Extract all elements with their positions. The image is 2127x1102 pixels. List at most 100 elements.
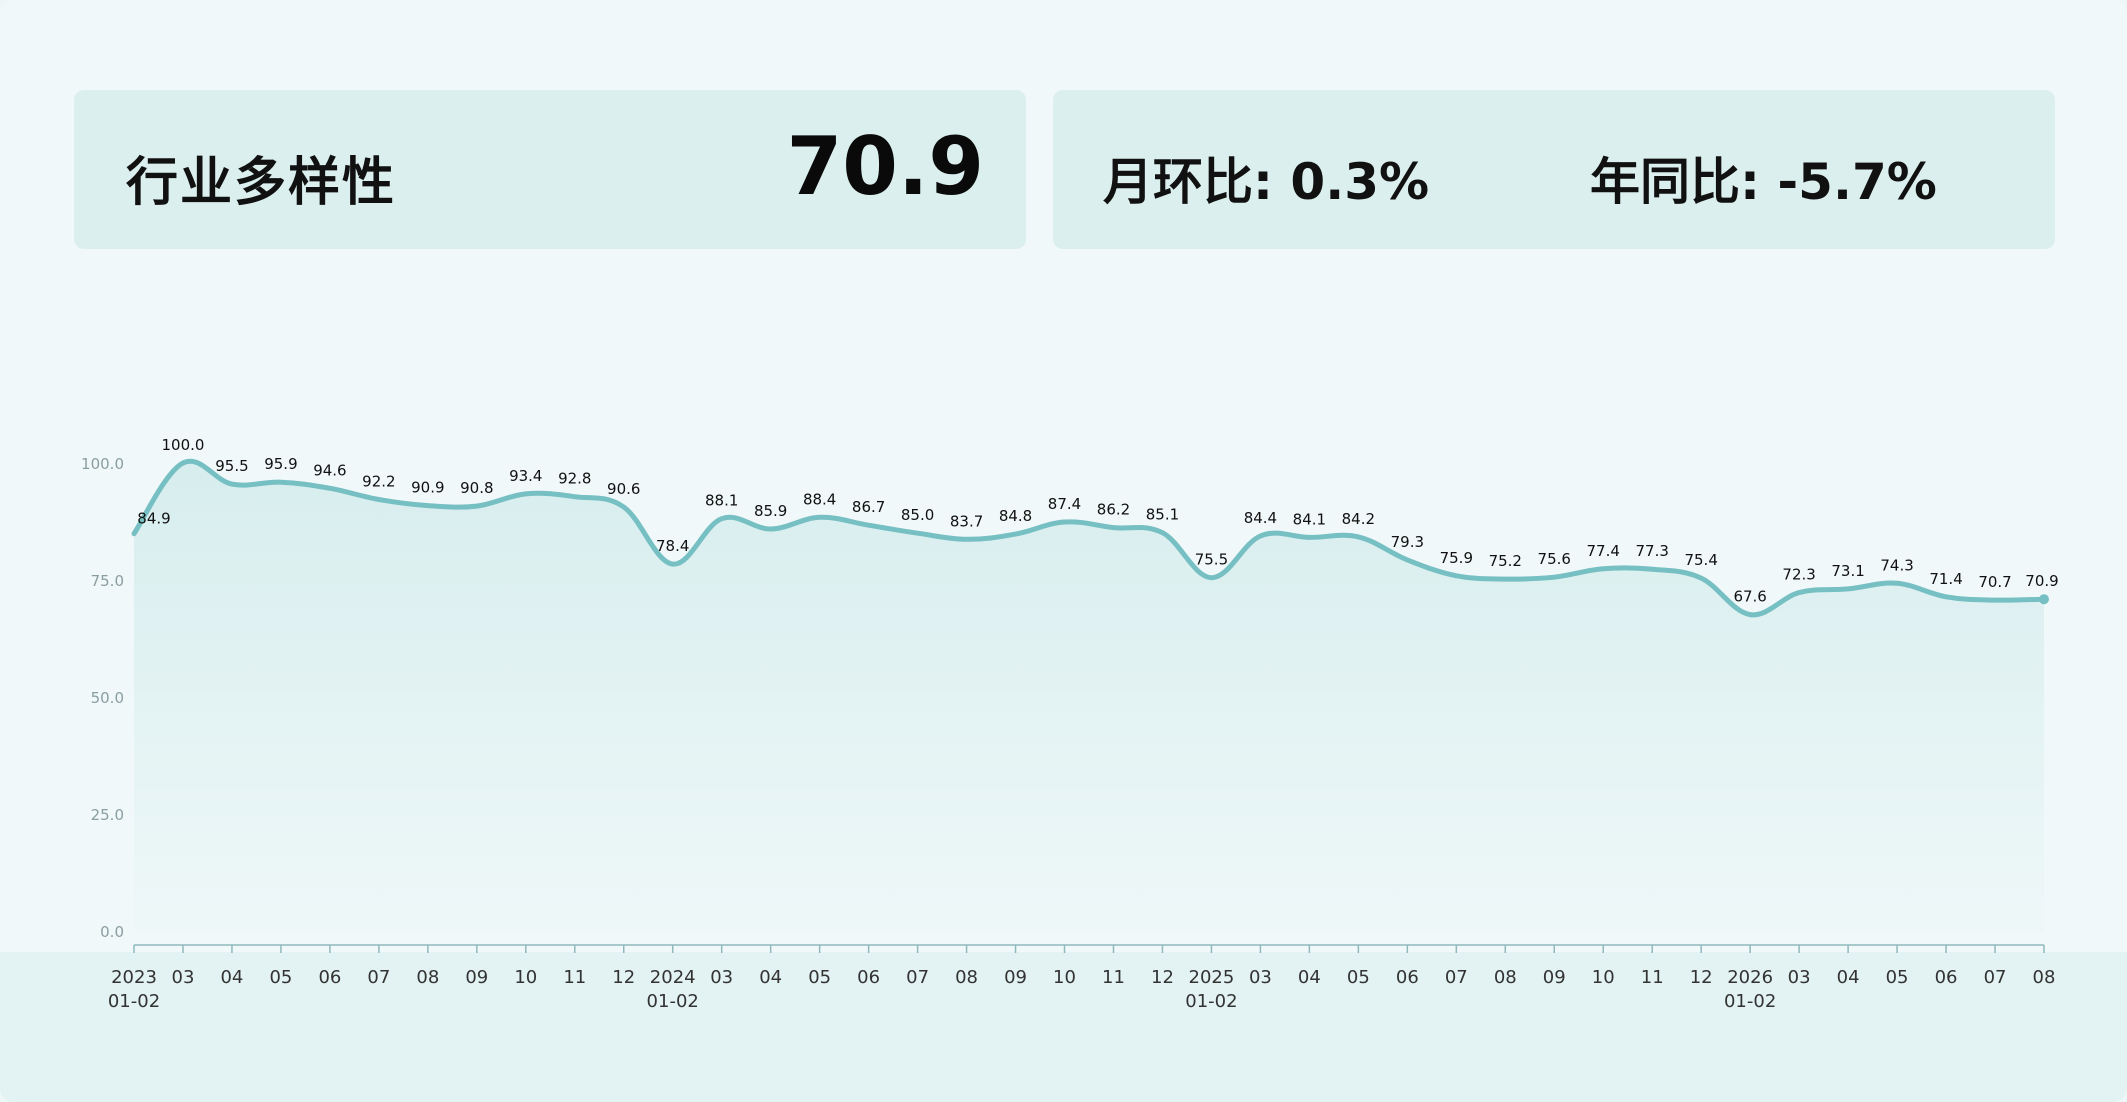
data-label: 77.3 xyxy=(1636,542,1669,560)
x-tick-label: 05 xyxy=(269,967,292,988)
data-label: 95.9 xyxy=(264,455,297,473)
data-label: 92.2 xyxy=(362,473,395,491)
data-label: 75.5 xyxy=(1195,551,1228,569)
mom-stat: 月环比: 0.3% xyxy=(1103,142,1429,214)
data-label: 93.4 xyxy=(509,467,542,485)
x-tick-label: 08 xyxy=(2033,967,2056,988)
yoy-colon: : xyxy=(1740,153,1778,211)
x-tick-label: 08 xyxy=(955,967,978,988)
x-tick-label: 10 xyxy=(1592,967,1615,988)
data-label: 73.1 xyxy=(1831,562,1864,580)
data-label: 87.4 xyxy=(1048,495,1081,513)
mom-value: 0.3% xyxy=(1290,153,1430,211)
x-tick-label: 09 xyxy=(465,967,488,988)
data-label: 79.3 xyxy=(1391,533,1424,551)
x-tick-label: 06 xyxy=(318,967,341,988)
yoy-value: -5.7% xyxy=(1777,153,1937,211)
metric-title: 行业多样性 xyxy=(126,153,397,213)
x-tick-label: 05 xyxy=(808,967,831,988)
data-label: 94.6 xyxy=(313,461,346,479)
x-tick-label: 09 xyxy=(1004,967,1027,988)
series-area xyxy=(134,461,2044,931)
x-tick-label: 2023 xyxy=(111,967,157,988)
x-tick-label: 01-02 xyxy=(1724,991,1776,1012)
x-tick-label: 04 xyxy=(759,967,782,988)
data-label: 84.8 xyxy=(999,507,1032,525)
x-tick-label: 08 xyxy=(1494,967,1517,988)
x-tick-label: 10 xyxy=(1053,967,1076,988)
data-label: 85.0 xyxy=(901,506,934,524)
series-line xyxy=(131,458,2047,618)
yoy-label: 年同比 xyxy=(1590,153,1740,211)
x-tick-label: 04 xyxy=(220,967,243,988)
x-tick-label: 06 xyxy=(1396,967,1419,988)
x-tick-label: 10 xyxy=(514,967,537,988)
data-label: 83.7 xyxy=(950,512,983,530)
data-label: 75.2 xyxy=(1489,552,1522,570)
data-label: 92.8 xyxy=(558,470,591,488)
data-label: 84.2 xyxy=(1342,510,1375,528)
x-tick-label: 01-02 xyxy=(1185,991,1237,1012)
x-tick-label: 01-02 xyxy=(108,991,160,1012)
x-tick-label: 09 xyxy=(1543,967,1566,988)
x-tick-label: 2026 xyxy=(1727,967,1773,988)
x-tick-label: 04 xyxy=(1298,967,1321,988)
data-label: 100.0 xyxy=(161,436,204,454)
x-tick-label: 01-02 xyxy=(647,991,699,1012)
axis-band xyxy=(0,952,2127,1102)
data-label: 70.7 xyxy=(1978,573,2011,591)
x-tick-label: 12 xyxy=(1151,967,1174,988)
y-tick-label: 25.0 xyxy=(91,806,124,824)
x-tick-label: 03 xyxy=(172,967,195,988)
data-label: 86.2 xyxy=(1097,501,1130,519)
mom-colon: : xyxy=(1253,153,1291,211)
data-label: 75.4 xyxy=(1684,551,1717,569)
x-tick-label: 07 xyxy=(1445,967,1468,988)
x-tick-label: 12 xyxy=(612,967,635,988)
y-tick-label: 0.0 xyxy=(100,923,124,941)
x-tick-label: 05 xyxy=(1347,967,1370,988)
data-label: 90.8 xyxy=(460,479,493,497)
x-tick-label: 11 xyxy=(563,967,586,988)
x-tick-label: 07 xyxy=(367,967,390,988)
data-label: 90.6 xyxy=(607,480,640,498)
data-label: 86.7 xyxy=(852,498,885,516)
data-label: 85.1 xyxy=(1146,506,1179,524)
x-tick-label: 03 xyxy=(1788,967,1811,988)
x-tick-label: 07 xyxy=(906,967,929,988)
data-label: 90.9 xyxy=(411,479,444,497)
x-tick-label: 2025 xyxy=(1189,967,1235,988)
data-label: 77.4 xyxy=(1587,542,1620,560)
data-label: 85.9 xyxy=(754,502,787,520)
x-tick-label: 11 xyxy=(1641,967,1664,988)
data-label: 88.1 xyxy=(705,492,738,510)
data-label: 67.6 xyxy=(1733,588,1766,606)
data-label: 71.4 xyxy=(1929,570,1962,588)
data-label: 84.1 xyxy=(1293,510,1326,528)
x-tick-label: 05 xyxy=(1886,967,1909,988)
x-tick-label: 06 xyxy=(1935,967,1958,988)
data-label: 75.9 xyxy=(1440,549,1473,567)
metric-card: 行业多样性 70.9 xyxy=(74,90,1026,249)
metric-value: 70.9 xyxy=(786,120,984,213)
series-end-point xyxy=(2039,594,2049,605)
data-label: 88.4 xyxy=(803,490,836,508)
y-tick-label: 100.0 xyxy=(81,455,124,473)
y-tick-label: 50.0 xyxy=(91,689,124,707)
data-label: 84.9 xyxy=(137,510,170,528)
x-tick-label: 08 xyxy=(416,967,439,988)
x-tick-label: 06 xyxy=(857,967,880,988)
x-tick-label: 2024 xyxy=(650,967,696,988)
data-label: 70.9 xyxy=(2025,572,2058,590)
data-label: 84.4 xyxy=(1244,509,1277,527)
x-tick-label: 03 xyxy=(1249,967,1272,988)
data-label: 95.5 xyxy=(215,457,248,475)
data-label: 78.4 xyxy=(656,537,689,555)
data-label: 72.3 xyxy=(1782,566,1815,584)
x-tick-label: 07 xyxy=(1984,967,2007,988)
x-tick-label: 03 xyxy=(710,967,733,988)
data-label: 75.6 xyxy=(1538,550,1571,568)
x-tick-label: 04 xyxy=(1837,967,1860,988)
change-card: 月环比: 0.3% 年同比: -5.7% xyxy=(1053,90,2055,249)
